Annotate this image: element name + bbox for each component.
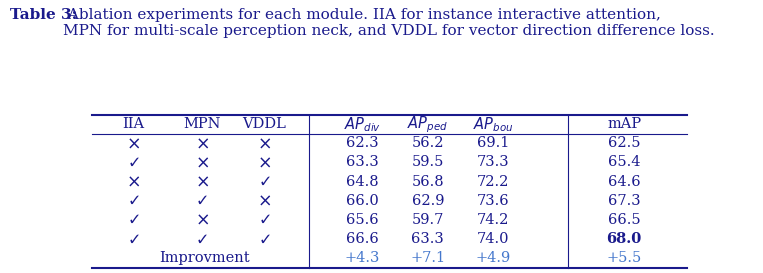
Text: Table 3:: Table 3: — [10, 8, 77, 22]
Text: 66.5: 66.5 — [608, 213, 640, 227]
Text: +5.5: +5.5 — [607, 251, 642, 265]
Text: 67.3: 67.3 — [608, 194, 640, 208]
Text: 63.3: 63.3 — [346, 155, 378, 170]
Text: 62.3: 62.3 — [346, 136, 378, 150]
Text: $\checkmark$: $\checkmark$ — [127, 232, 140, 246]
Text: 56.8: 56.8 — [411, 174, 444, 189]
Text: $\times$: $\times$ — [195, 153, 209, 171]
Text: 73.6: 73.6 — [477, 194, 510, 208]
Text: 66.0: 66.0 — [346, 194, 378, 208]
Text: $AP_{ped}$: $AP_{ped}$ — [407, 114, 449, 135]
Text: $\times$: $\times$ — [126, 173, 140, 191]
Text: 63.3: 63.3 — [411, 232, 444, 246]
Text: 59.5: 59.5 — [411, 155, 444, 170]
Text: MPN: MPN — [183, 117, 221, 131]
Text: IIA: IIA — [122, 117, 144, 131]
Text: 69.1: 69.1 — [477, 136, 510, 150]
Text: +4.3: +4.3 — [345, 251, 380, 265]
Text: 74.2: 74.2 — [477, 213, 510, 227]
Text: 68.0: 68.0 — [607, 232, 642, 246]
Text: $\times$: $\times$ — [257, 153, 271, 171]
Text: 64.8: 64.8 — [346, 174, 378, 189]
Text: VDDL: VDDL — [242, 117, 286, 131]
Text: $\times$: $\times$ — [126, 134, 140, 152]
Text: 66.6: 66.6 — [346, 232, 378, 246]
Text: $\checkmark$: $\checkmark$ — [258, 174, 271, 189]
Text: $\checkmark$: $\checkmark$ — [127, 212, 140, 227]
Text: $\checkmark$: $\checkmark$ — [258, 212, 271, 227]
Text: $\times$: $\times$ — [257, 192, 271, 210]
Text: +7.1: +7.1 — [410, 251, 446, 265]
Text: 62.5: 62.5 — [608, 136, 640, 150]
Text: 56.2: 56.2 — [411, 136, 444, 150]
Text: 59.7: 59.7 — [411, 213, 444, 227]
Text: Improvment: Improvment — [159, 251, 250, 265]
Text: 65.6: 65.6 — [346, 213, 378, 227]
Text: $AP_{bou}$: $AP_{bou}$ — [473, 115, 513, 133]
Text: 72.2: 72.2 — [477, 174, 510, 189]
Text: $\times$: $\times$ — [195, 134, 209, 152]
Text: mAP: mAP — [607, 117, 641, 131]
Text: $\checkmark$: $\checkmark$ — [195, 232, 208, 246]
Text: $\times$: $\times$ — [195, 211, 209, 229]
Text: 74.0: 74.0 — [477, 232, 510, 246]
Text: $\checkmark$: $\checkmark$ — [127, 193, 140, 208]
Text: 62.9: 62.9 — [411, 194, 444, 208]
Text: $\times$: $\times$ — [257, 134, 271, 152]
Text: $\checkmark$: $\checkmark$ — [127, 155, 140, 170]
Text: $\checkmark$: $\checkmark$ — [195, 193, 208, 208]
Text: $\checkmark$: $\checkmark$ — [258, 232, 271, 246]
Text: 73.3: 73.3 — [477, 155, 510, 170]
Text: Ablation experiments for each module. IIA for instance interactive attention,
MP: Ablation experiments for each module. II… — [63, 8, 714, 38]
Text: $AP_{div}$: $AP_{div}$ — [344, 115, 381, 133]
Text: $\times$: $\times$ — [195, 173, 209, 191]
Text: 65.4: 65.4 — [608, 155, 640, 170]
Text: 64.6: 64.6 — [608, 174, 640, 189]
Text: +4.9: +4.9 — [475, 251, 511, 265]
